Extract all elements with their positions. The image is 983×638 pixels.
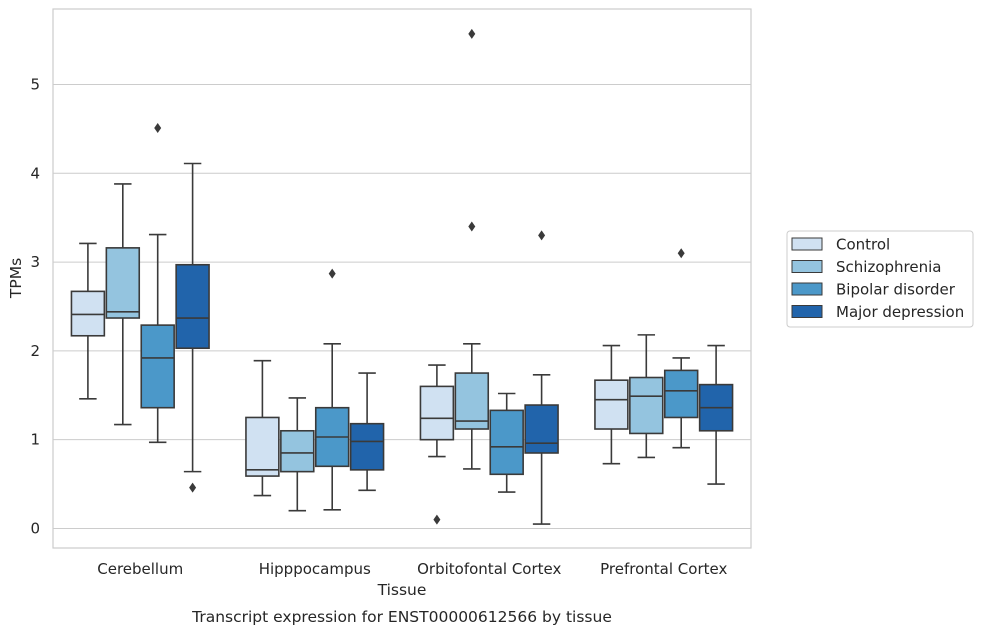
y-tick-label: 0 — [30, 519, 40, 537]
box-control — [419, 364, 455, 525]
legend-swatch — [791, 305, 823, 318]
plot-frame — [52, 8, 752, 549]
legend-label: Control — [836, 236, 890, 254]
legend: Control Schizophrenia Bipolar disorder Majo… — [786, 230, 974, 328]
y-tick-label: 2 — [30, 342, 40, 360]
box-iqr — [594, 379, 629, 430]
y-tick-label: 5 — [30, 75, 40, 93]
box-control — [70, 242, 106, 400]
box-iqr — [349, 422, 385, 471]
y-tick-labels: 0 1 2 3 4 5 — [30, 75, 40, 537]
box-major-depression — [349, 372, 385, 492]
legend-label: Major depression — [836, 303, 964, 321]
box-iqr — [489, 409, 524, 476]
y-tick-label: 1 — [30, 431, 40, 449]
boxes — [70, 28, 734, 525]
outlier-point — [468, 221, 476, 232]
outlier-point — [189, 482, 197, 493]
box-iqr — [140, 324, 175, 409]
box-bipolar-disorder — [314, 268, 350, 511]
legend-swatch — [791, 260, 823, 273]
x-tick-label: Cerebellum — [97, 560, 183, 578]
x-tick-label: Prefrontal Cortex — [600, 560, 727, 578]
box-iqr — [280, 429, 315, 473]
box-iqr — [175, 263, 210, 350]
outlier-point — [433, 514, 441, 525]
x-axis-title: Tissue — [377, 581, 427, 599]
outlier-point — [328, 268, 336, 279]
box-iqr — [629, 376, 664, 435]
box-control — [245, 359, 280, 497]
box-iqr — [105, 247, 141, 319]
box-iqr — [663, 369, 699, 419]
outlier-point — [538, 230, 546, 241]
legend-label: Schizophrenia — [836, 258, 941, 276]
x-tick-label: Orbitofontal Cortex — [417, 560, 561, 578]
y-axis-title: TPMs — [7, 258, 25, 299]
outlier-point — [468, 28, 476, 39]
box-iqr — [524, 404, 559, 454]
box-schizophrenia — [280, 397, 315, 512]
y-tick-label: 4 — [30, 164, 40, 182]
x-tick-labels: Cerebellum Hipppocampus Orbitofontal Corte… — [97, 560, 727, 578]
box-iqr — [245, 416, 280, 477]
legend-label: Bipolar disorder — [836, 281, 956, 299]
outlier-point — [154, 122, 162, 133]
box-schizophrenia — [105, 183, 141, 426]
y-tick-label: 3 — [30, 253, 40, 271]
box-iqr — [419, 385, 455, 441]
box-bipolar-disorder — [489, 392, 524, 493]
box-bipolar-disorder — [663, 248, 699, 449]
box-iqr — [454, 372, 490, 430]
legend-frame — [786, 230, 974, 328]
box-schizophrenia — [454, 28, 490, 470]
box-iqr — [70, 290, 106, 337]
box-major-depression — [524, 230, 559, 525]
box-control — [594, 344, 629, 465]
box-major-depression — [175, 162, 210, 493]
x-tick-label: Hipppocampus — [259, 560, 371, 578]
chart-caption: Transcript expression for ENST0000061256… — [191, 608, 612, 626]
box-major-depression — [698, 344, 734, 485]
box-schizophrenia — [629, 334, 664, 459]
box-bipolar-disorder — [140, 122, 175, 444]
legend-swatch — [791, 282, 823, 296]
legend-swatch — [791, 237, 823, 251]
outlier-point — [677, 248, 685, 259]
